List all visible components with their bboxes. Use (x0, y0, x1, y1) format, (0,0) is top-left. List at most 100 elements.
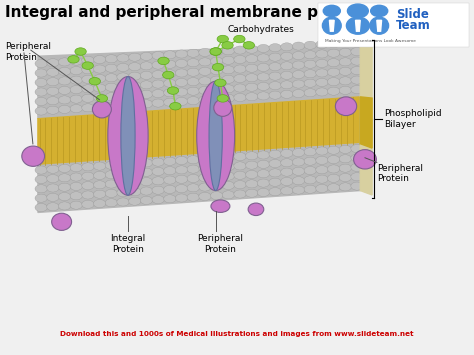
Circle shape (316, 156, 328, 164)
Circle shape (328, 165, 340, 173)
Circle shape (128, 160, 141, 168)
Circle shape (316, 59, 328, 67)
Ellipse shape (197, 81, 235, 191)
Text: Making Your Presentations Look Awesome: Making Your Presentations Look Awesome (325, 39, 416, 43)
Circle shape (234, 65, 246, 73)
Circle shape (351, 163, 363, 171)
Circle shape (164, 60, 176, 69)
Circle shape (140, 71, 153, 80)
Circle shape (82, 200, 94, 208)
Circle shape (58, 192, 71, 201)
Circle shape (164, 157, 176, 165)
Circle shape (35, 88, 47, 96)
Circle shape (281, 43, 293, 51)
Circle shape (35, 185, 47, 193)
Circle shape (105, 93, 118, 101)
Circle shape (187, 184, 200, 192)
Circle shape (351, 76, 363, 84)
Text: Carbohydrates: Carbohydrates (228, 25, 294, 34)
Circle shape (351, 144, 363, 153)
Circle shape (281, 187, 293, 195)
Circle shape (82, 56, 94, 64)
Circle shape (152, 186, 164, 194)
Ellipse shape (211, 200, 230, 212)
Circle shape (304, 41, 316, 49)
Circle shape (292, 61, 305, 69)
Circle shape (187, 78, 200, 86)
Circle shape (58, 67, 71, 76)
Circle shape (199, 48, 211, 56)
Circle shape (328, 40, 340, 48)
Circle shape (117, 73, 129, 81)
Circle shape (82, 172, 94, 180)
Circle shape (128, 91, 141, 99)
Circle shape (70, 201, 82, 209)
Circle shape (269, 150, 281, 158)
Circle shape (128, 62, 141, 71)
Circle shape (117, 179, 129, 187)
Circle shape (75, 48, 86, 55)
Circle shape (304, 148, 316, 156)
Circle shape (128, 53, 141, 61)
Circle shape (93, 190, 106, 198)
Circle shape (328, 146, 340, 154)
Circle shape (164, 166, 176, 175)
Circle shape (292, 42, 305, 50)
Circle shape (140, 62, 153, 70)
Circle shape (269, 72, 281, 80)
Circle shape (93, 75, 106, 83)
Circle shape (70, 57, 82, 65)
Circle shape (187, 87, 200, 95)
Circle shape (164, 51, 176, 59)
Circle shape (105, 180, 118, 188)
Circle shape (246, 73, 258, 82)
Circle shape (175, 88, 188, 96)
Circle shape (70, 182, 82, 191)
Circle shape (199, 96, 211, 104)
Circle shape (93, 65, 106, 73)
Circle shape (164, 176, 176, 184)
Circle shape (234, 35, 245, 43)
Circle shape (117, 160, 129, 169)
Circle shape (217, 35, 228, 43)
Circle shape (140, 187, 153, 195)
Circle shape (257, 63, 270, 71)
Text: Team: Team (396, 19, 430, 32)
Circle shape (281, 62, 293, 70)
Circle shape (105, 64, 118, 72)
Circle shape (187, 165, 200, 173)
Circle shape (158, 57, 169, 65)
Circle shape (243, 42, 255, 49)
Circle shape (105, 189, 118, 197)
Circle shape (339, 174, 352, 181)
Circle shape (281, 178, 293, 186)
Circle shape (316, 78, 328, 87)
Circle shape (316, 40, 328, 49)
Circle shape (117, 189, 129, 197)
Circle shape (187, 68, 200, 76)
Circle shape (246, 180, 258, 188)
Circle shape (199, 77, 211, 85)
Circle shape (164, 98, 176, 106)
Circle shape (89, 77, 100, 85)
Circle shape (257, 44, 270, 53)
Circle shape (292, 158, 305, 166)
Circle shape (351, 66, 363, 75)
Circle shape (105, 102, 118, 110)
Circle shape (128, 169, 141, 177)
Circle shape (70, 76, 82, 84)
Circle shape (351, 38, 363, 46)
Circle shape (82, 191, 94, 199)
Circle shape (234, 190, 246, 198)
Circle shape (304, 166, 316, 175)
Circle shape (117, 92, 129, 100)
Circle shape (210, 48, 221, 55)
Circle shape (105, 199, 118, 207)
Circle shape (46, 78, 59, 86)
Circle shape (269, 169, 281, 177)
Circle shape (58, 105, 71, 114)
Circle shape (210, 192, 223, 200)
Circle shape (140, 100, 153, 108)
Circle shape (35, 107, 47, 115)
Circle shape (46, 203, 59, 211)
